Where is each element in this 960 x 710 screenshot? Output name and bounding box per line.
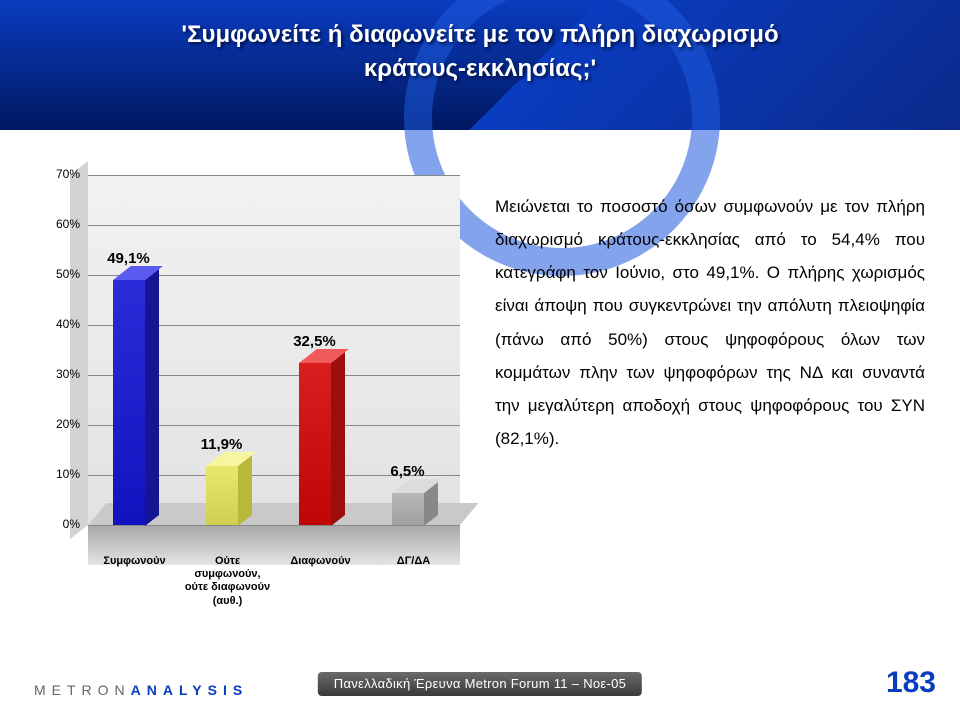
bar-value-label: 32,5% [275,333,355,350]
bar-value-label: 49,1% [89,250,169,267]
analysis-paragraph: Μειώνεται το ποσοστό όσων συμφωνούν με τ… [495,190,925,455]
page-number: 183 [886,666,936,700]
y-axis-tick: 0% [30,517,80,531]
y-axis-tick: 40% [30,317,80,331]
y-axis-tick: 50% [30,267,80,281]
y-axis-tick: 60% [30,217,80,231]
bar-value-label: 6,5% [368,463,448,480]
y-axis-tick: 20% [30,417,80,431]
y-axis-tick: 70% [30,167,80,181]
logo-part-2: ANALYSIS [131,682,249,698]
y-axis-tick: 10% [30,467,80,481]
slide-title: 'Συμφωνείτε ή διαφωνείτε με τον πλήρη δι… [0,18,960,85]
bar-chart: 0%10%20%30%40%50%60%70% 49,1%Συμφωνούν11… [30,175,470,595]
y-axis-tick: 30% [30,367,80,381]
footer: METRONANALYSIS Πανελλαδική Έρευνα Metron… [0,662,960,710]
title-line-2: κράτους-εκκλησίας;' [364,55,596,82]
category-label: Διαφωνούν [275,555,367,568]
logo-part-1: METRON [34,682,131,698]
gridline [88,525,460,526]
logo: METRONANALYSIS [34,682,248,698]
footer-caption: Πανελλαδική Έρευνα Metron Forum 11 – Νοε… [318,672,642,696]
title-line-1: 'Συμφωνείτε ή διαφωνείτε με τον πλήρη δι… [181,21,778,48]
category-label: Ούτε συμφωνούν, ούτε διαφωνούν (αυθ.) [182,555,274,608]
bar-value-label: 11,9% [182,436,262,453]
category-label: ΔΓ/ΔΑ [368,555,460,568]
category-label: Συμφωνούν [89,555,181,568]
slide: 'Συμφωνείτε ή διαφωνείτε με τον πλήρη δι… [0,0,960,710]
